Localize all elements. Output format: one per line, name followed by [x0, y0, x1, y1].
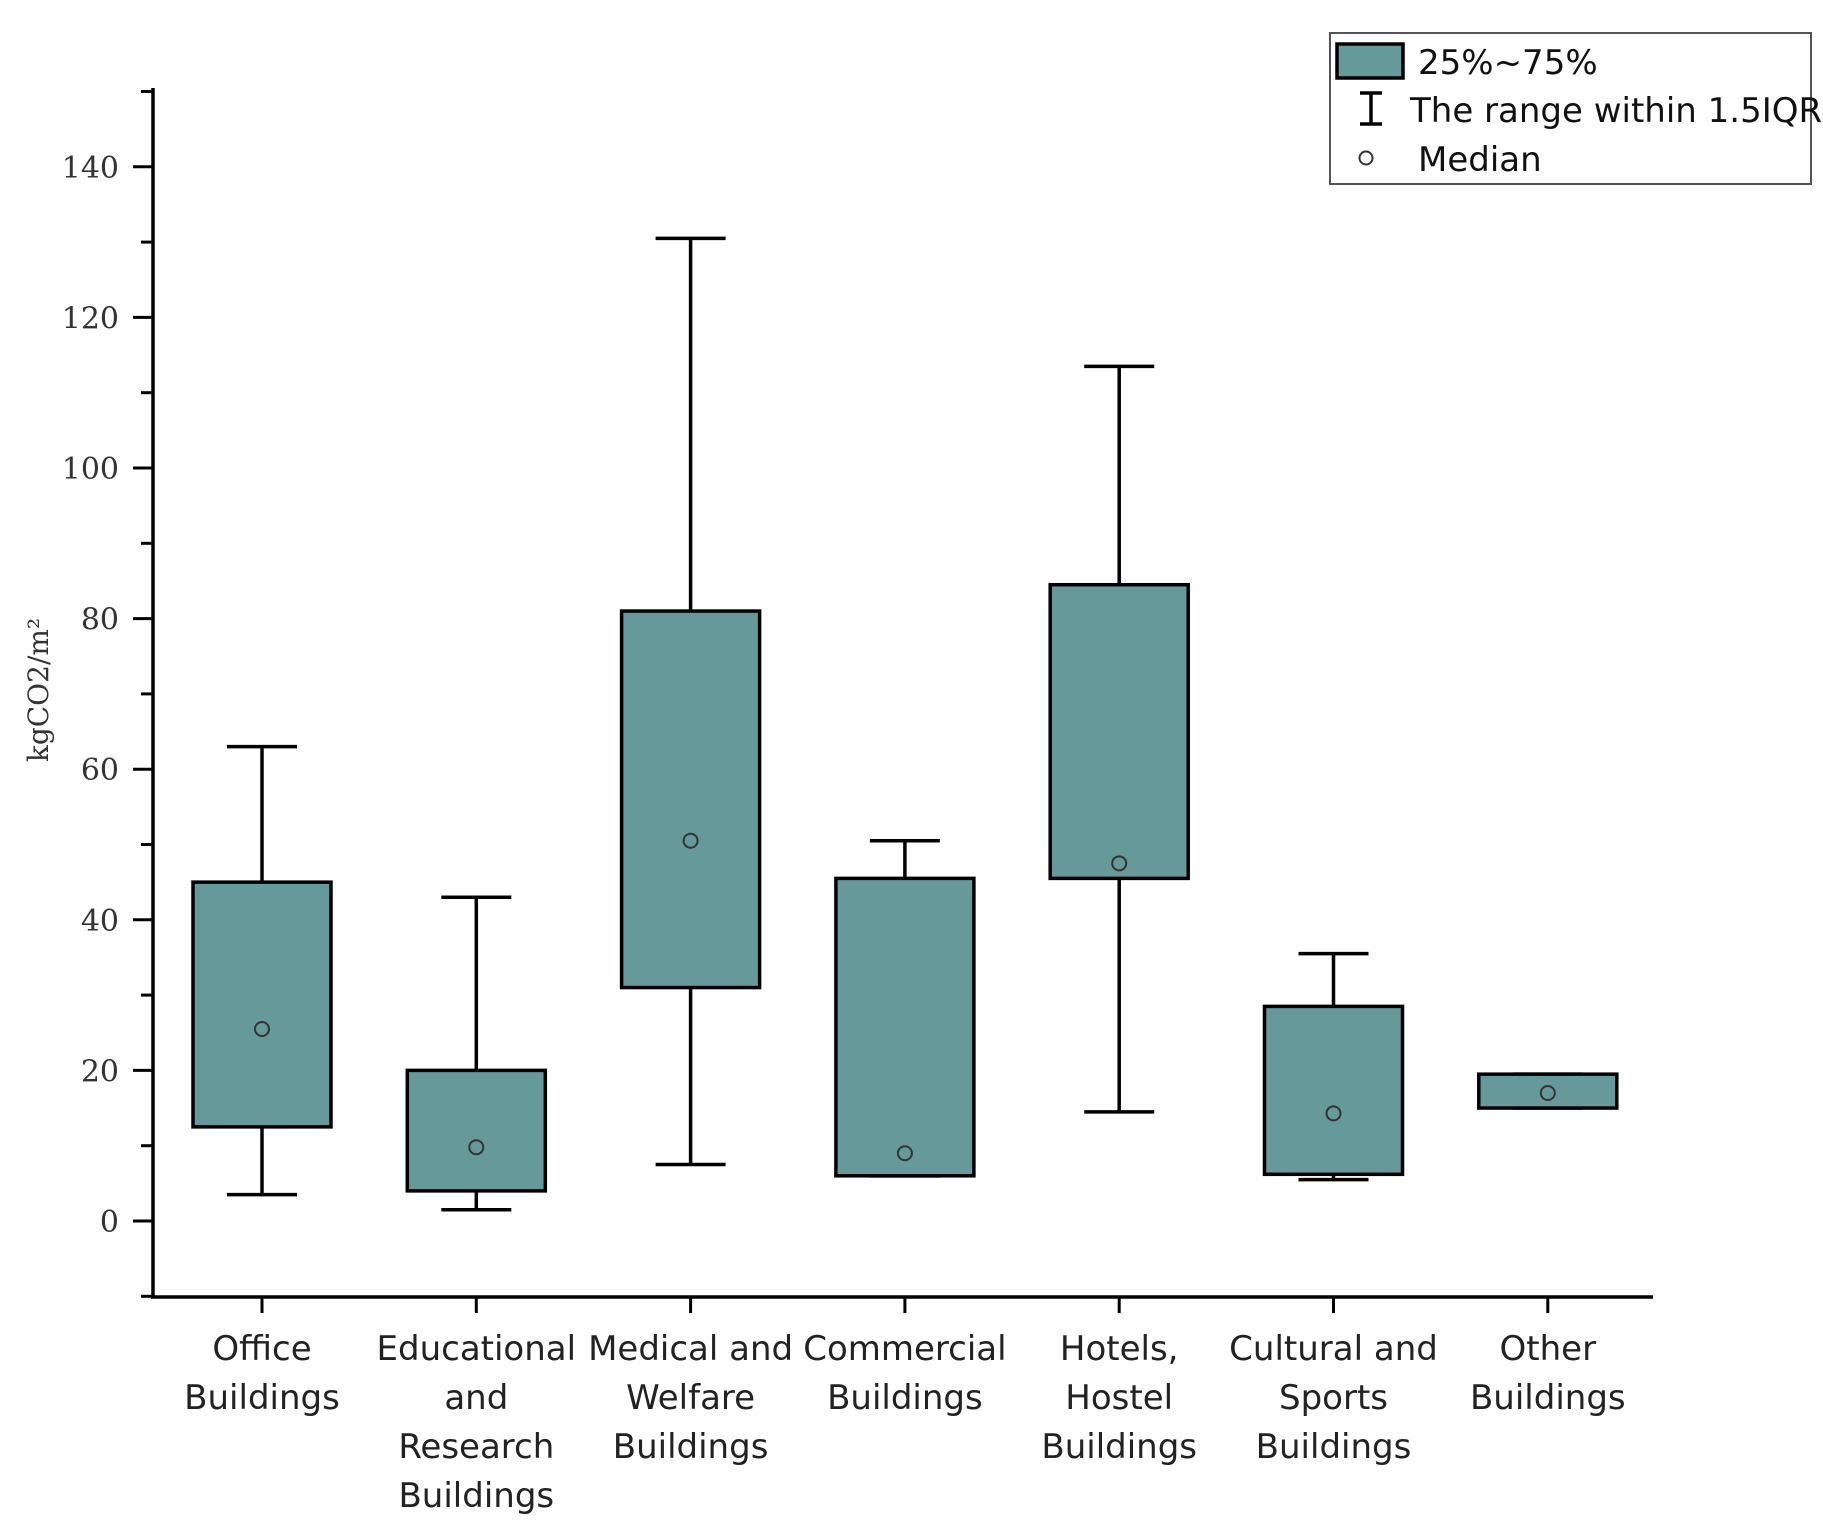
x-tick-label-line: Hostel [1065, 1378, 1173, 1418]
legend-box-label: 25%~75% [1418, 43, 1598, 83]
iqr-box [1477, 1072, 1619, 1110]
median-marker [254, 1020, 270, 1037]
box-5 [1048, 364, 1190, 1114]
x-tick-label-line: Buildings [398, 1476, 554, 1516]
x-tick-label-line: Educational [377, 1329, 577, 1369]
x-tick-label-line: Buildings [1041, 1427, 1197, 1467]
median-marker [468, 1139, 485, 1156]
x-tick-label-line: Buildings [184, 1378, 340, 1418]
median-icon [1358, 150, 1374, 166]
legend-whisker-label: The range within 1.5IQR [1409, 91, 1822, 131]
x-tick-label-line: Commercial [803, 1329, 1006, 1369]
y-tick-label: 100 [62, 452, 119, 487]
x-tick-label-line: Research [398, 1427, 554, 1467]
x-tick-label: Cultural and Sports Buildings [1229, 1329, 1438, 1467]
y-axis-label: kgCO2/m² [22, 618, 55, 762]
y-tick-label: 20 [81, 1054, 119, 1089]
y-tick-label: 60 [81, 753, 119, 788]
x-tick-label: Medical and Welfare Buildings [588, 1329, 793, 1467]
iqr-box [834, 876, 976, 1178]
x-tick-label: Commercial Buildings [803, 1329, 1006, 1418]
box-3 [619, 236, 762, 1167]
x-tick-label-line: Office [212, 1329, 311, 1369]
y-tick-label: 80 [81, 603, 119, 638]
box-4 [834, 838, 976, 1178]
box-6 [1262, 951, 1405, 1182]
x-tick-label-line: Welfare [626, 1378, 755, 1418]
median-marker [1111, 855, 1128, 872]
x-axis-labels: Office Buildings Educational and Research Bui… [184, 1297, 1626, 1516]
legend-frame [1329, 32, 1812, 185]
x-tick-label-line: Medical and [588, 1329, 793, 1369]
box-7 [1477, 1072, 1619, 1110]
iqr-box [1048, 582, 1190, 881]
x-tick-label: Other Buildings [1470, 1329, 1626, 1418]
y-axis-ticks: 0 20 40 60 80 100 120 140 [62, 90, 153, 1298]
y-tick-label: 40 [81, 904, 119, 939]
iqr-box [1262, 1004, 1405, 1177]
x-tick-label-line: Buildings [613, 1427, 769, 1467]
iqr-box [191, 880, 333, 1129]
x-tick-label-line: Cultural and [1229, 1329, 1438, 1369]
x-tick-label: Educational and Research Buildings [377, 1329, 577, 1516]
box-1 [191, 744, 333, 1197]
x-tick-label-line: Buildings [827, 1378, 983, 1418]
x-tick-label: Office Buildings [184, 1329, 340, 1418]
median-marker [896, 1145, 913, 1162]
median-marker [1539, 1084, 1556, 1101]
x-tick-label-line: and [444, 1378, 508, 1418]
boxes-group [191, 236, 1619, 1212]
x-tick-label-line: Buildings [1470, 1378, 1626, 1418]
x-tick-label: Hotels, Hostel Buildings [1041, 1329, 1197, 1467]
y-tick-label: 120 [62, 301, 119, 336]
legend-median-label: Median [1418, 140, 1542, 180]
x-tick-label-line: Buildings [1256, 1427, 1412, 1467]
whisker-icon [1360, 91, 1382, 126]
y-tick-label: 140 [62, 151, 119, 186]
iqr-box [619, 609, 762, 990]
x-tick-label-line: Other [1500, 1329, 1597, 1369]
median-marker [1325, 1105, 1342, 1122]
legend: 25%~75% The range within 1.5IQR Median [1329, 32, 1822, 185]
x-tick-label-line: Sports [1279, 1378, 1388, 1418]
legend-box-swatch [1335, 42, 1405, 80]
iqr-box [405, 1068, 548, 1193]
median-marker [682, 832, 699, 849]
box-2 [405, 895, 548, 1212]
y-tick-label: 0 [100, 1205, 119, 1240]
x-tick-label-line: Hotels, [1060, 1329, 1179, 1369]
